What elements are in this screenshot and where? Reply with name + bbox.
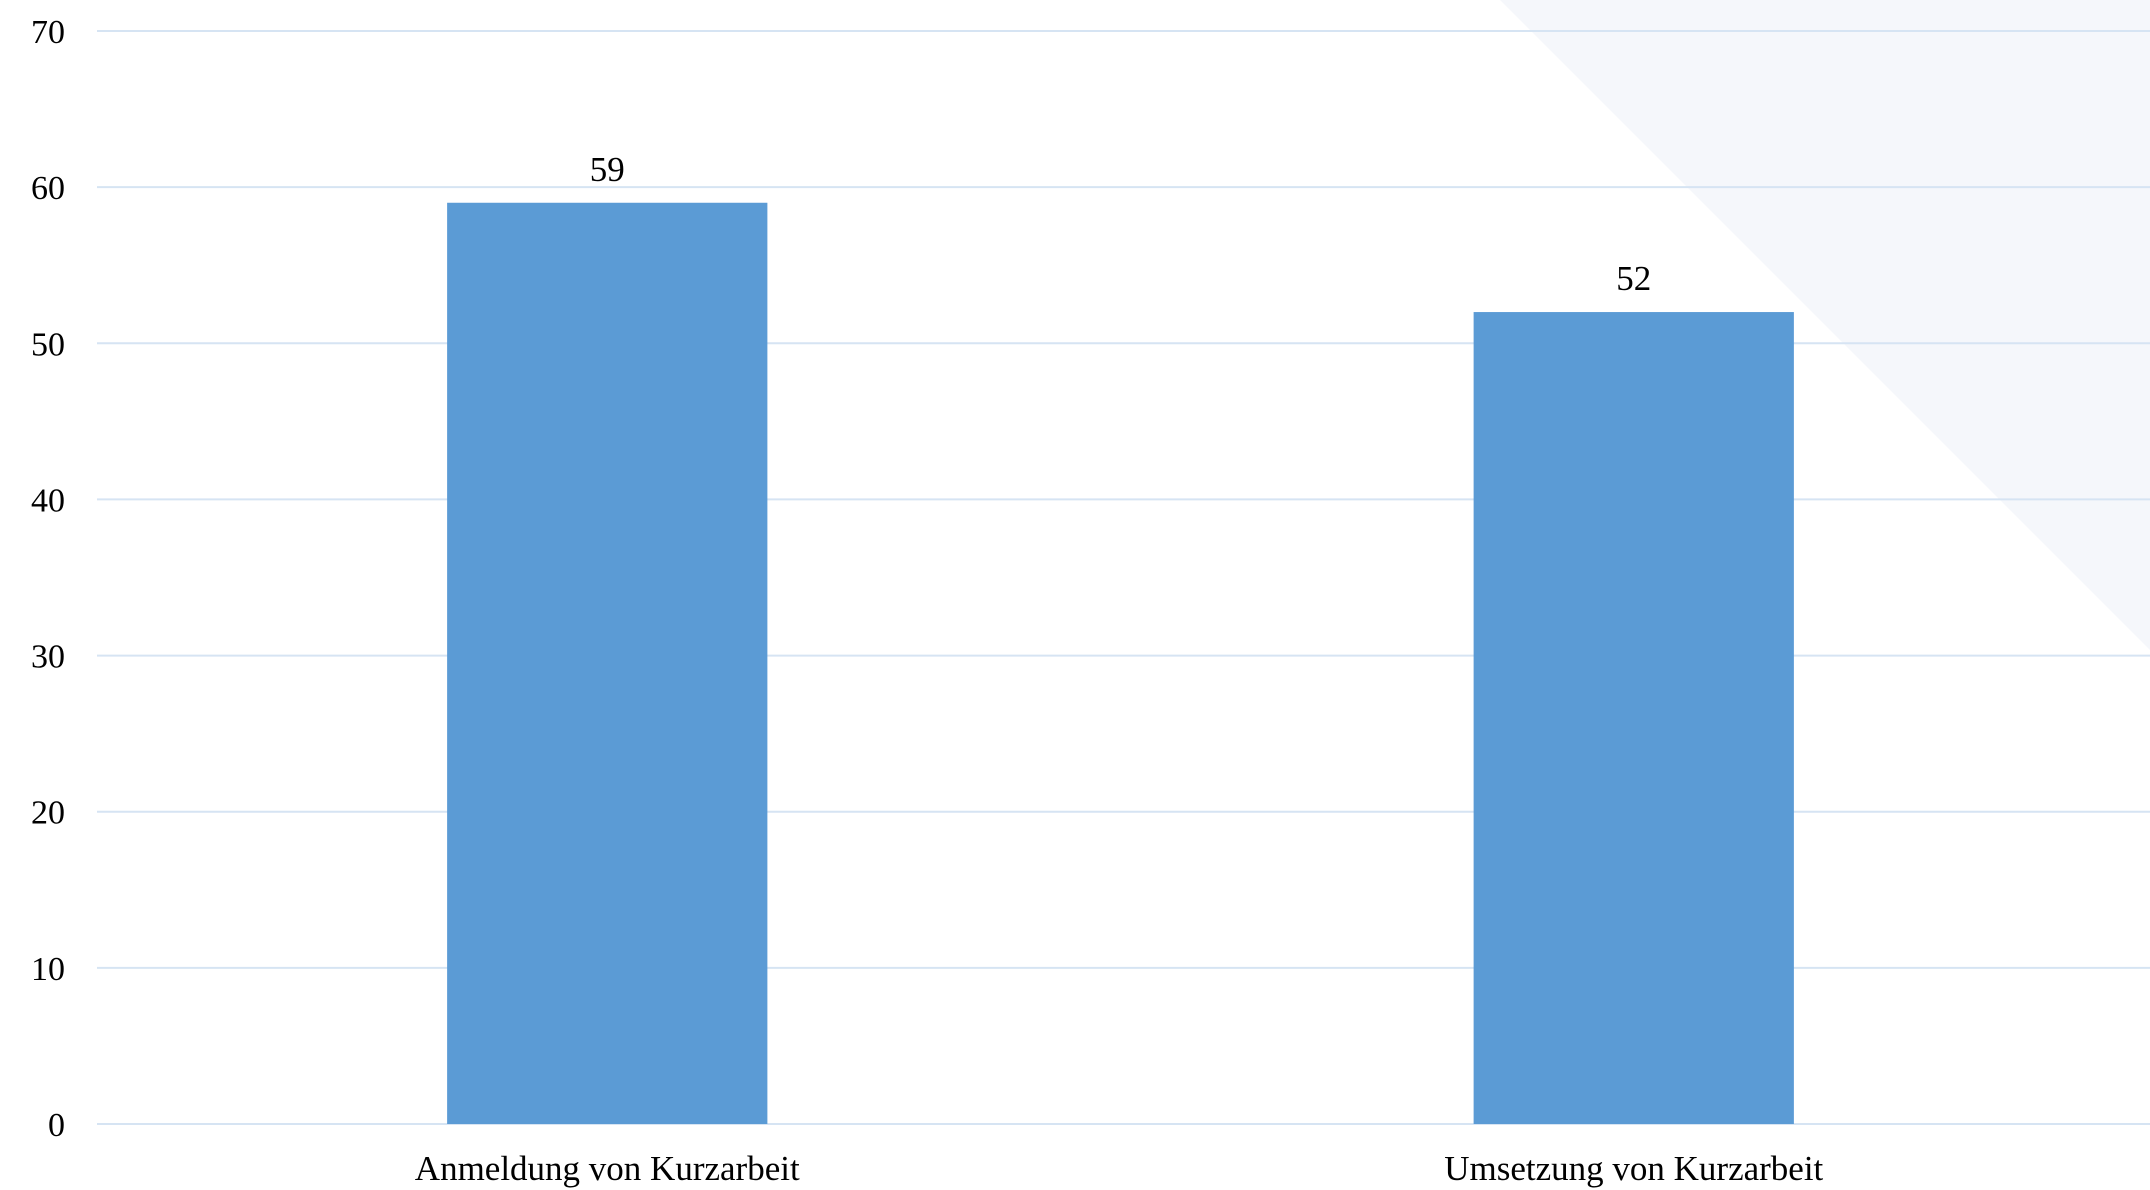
x-category-label: Umsetzung von Kurzarbeit [1444,1149,1823,1188]
data-label: 59 [590,150,625,189]
gridlines [97,30,2150,1125]
data-labels: 59 52 [590,150,1652,298]
bar [1473,312,1794,1124]
background-triangle [1500,0,2150,650]
y-tick-label: 60 [31,170,65,207]
x-axis-categories: Anmeldung von Kurzarbeit Umsetzung von Ku… [415,1149,1824,1188]
y-tick-label: 20 [31,795,65,832]
y-tick-label: 70 [31,14,65,51]
bars [447,202,1794,1124]
y-tick-label: 40 [31,482,65,519]
y-tick-label: 0 [48,1107,65,1144]
y-tick-label: 30 [31,639,65,676]
y-tick-label: 50 [31,326,65,363]
y-axis-ticks: 0 10 20 30 40 50 60 70 [31,14,65,1144]
data-label: 52 [1616,259,1651,298]
bar [447,202,768,1124]
x-category-label: Anmeldung von Kurzarbeit [415,1149,800,1188]
y-tick-label: 10 [31,951,65,988]
